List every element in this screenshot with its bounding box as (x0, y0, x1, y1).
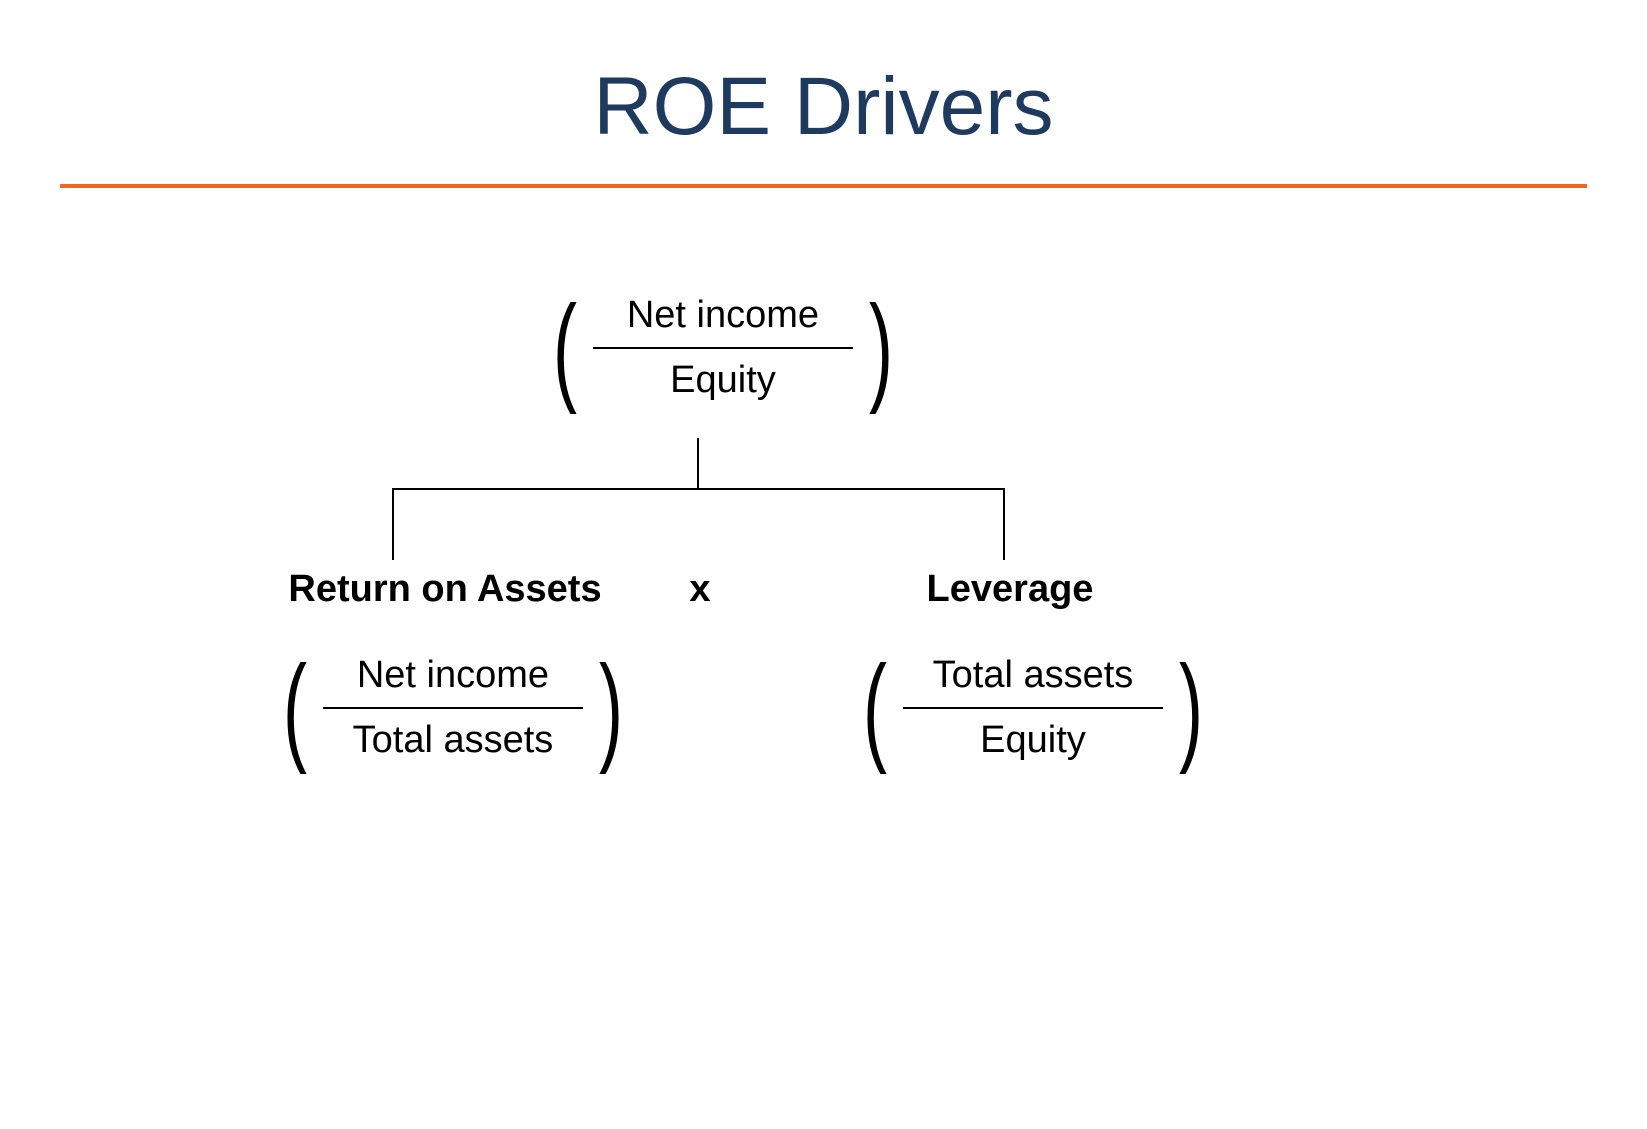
roe-fraction: ( Net income Equity ) (545, 288, 901, 408)
leverage-label: Leverage (870, 568, 1150, 611)
connector-drop-left (392, 488, 394, 560)
roa-denominator: Total assets (343, 715, 564, 766)
right-paren-icon: ) (869, 288, 893, 408)
fraction-bar (903, 707, 1163, 709)
roe-drivers-diagram: ( Net income Equity ) Return on Assets x… (0, 268, 1647, 1068)
fraction-bar (323, 707, 583, 709)
title-underline-rule (60, 184, 1587, 188)
roe-numerator: Net income (617, 290, 829, 341)
roa-numerator: Net income (347, 650, 559, 701)
roa-fraction: ( Net income Total assets ) (275, 648, 631, 768)
roe-denominator: Equity (660, 355, 786, 406)
leverage-numerator: Total assets (923, 650, 1144, 701)
right-paren-icon: ) (599, 648, 623, 768)
leverage-fraction: ( Total assets Equity ) (855, 648, 1211, 768)
connector-drop-right (1003, 488, 1005, 560)
connector-crossbar (392, 488, 1005, 490)
connector-stem (697, 438, 699, 488)
leverage-denominator: Equity (970, 715, 1096, 766)
left-paren-icon: ( (283, 648, 307, 768)
fraction-bar (593, 347, 853, 349)
right-paren-icon: ) (1179, 648, 1203, 768)
multiply-operator: x (680, 568, 720, 611)
return-on-assets-label: Return on Assets (265, 568, 625, 611)
left-paren-icon: ( (553, 288, 577, 408)
left-paren-icon: ( (863, 648, 887, 768)
page-title: ROE Drivers (0, 0, 1647, 154)
